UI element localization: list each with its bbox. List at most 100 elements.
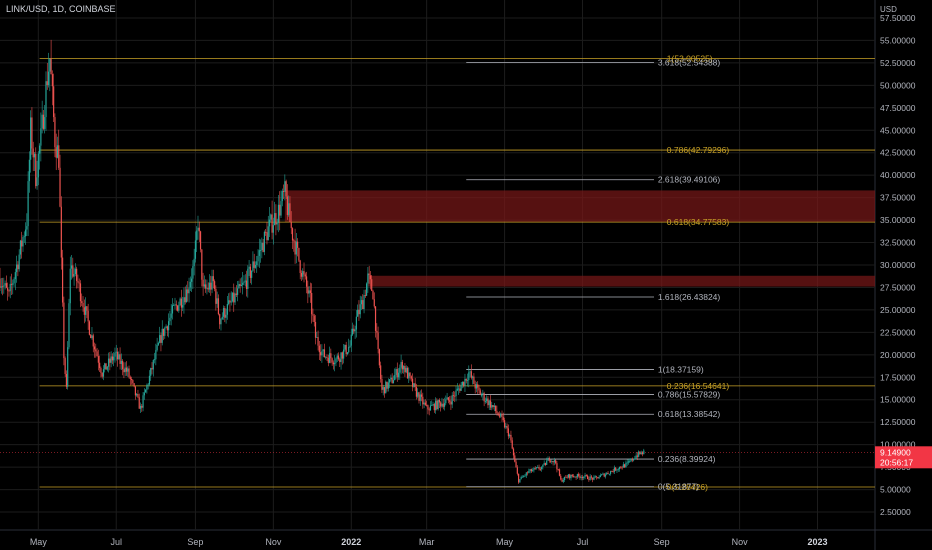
candle-2021-04-28 [33, 153, 36, 158]
price-axis[interactable]: 2.500005.000007.5000010.0000012.5000015.… [880, 13, 916, 517]
candle-2021-10-15 [251, 270, 253, 278]
fib-label: 0.618(13.38542) [658, 409, 721, 419]
symbol-label[interactable]: LINK/USD, 1D, COINBASE [6, 4, 116, 14]
candle-2021-06-17 [97, 356, 99, 363]
candle-2022-01-17 [371, 279, 373, 291]
candle-2022-08-13 [636, 455, 639, 457]
candle-2022-08-14 [638, 451, 640, 457]
candle-2021-05-14 [54, 117, 56, 148]
candle-2021-12-23 [339, 359, 341, 362]
candle-2022-08-07 [629, 461, 631, 462]
candle-2022-04-24 [495, 405, 497, 411]
candle-2022-02-27 [423, 402, 425, 405]
candle-2021-05-28 [72, 265, 74, 277]
fib-label: 1(53.00525) [667, 53, 713, 63]
candle-2021-06-02 [78, 282, 80, 284]
candle-2022-07-11 [594, 476, 596, 478]
candle-2021-09-19 [217, 298, 220, 315]
candle-2022-01-07 [358, 309, 360, 315]
fib-label: 0.236(16.54641) [667, 381, 730, 391]
candle-2021-11-09 [282, 190, 285, 192]
candle-2021-11-26 [304, 274, 306, 277]
candle-2022-04-15 [483, 393, 485, 402]
candle-2021-07-11 [128, 368, 130, 378]
last-price-box [875, 446, 932, 469]
time-axis[interactable]: May Jul Sep Nov 2022 Mar May Jul Sep Nov 2023 [30, 537, 828, 547]
candle-2021-05-25 [68, 303, 70, 348]
candle-2022-03-28 [460, 385, 462, 391]
candle-2022-01-22 [377, 332, 379, 350]
candle-2022-07-07 [589, 476, 591, 480]
candle-2021-10-26 [265, 231, 267, 233]
candle-2022-05-16 [523, 475, 525, 477]
candle-2022-02-21 [415, 387, 418, 397]
candle-2022-02-14 [406, 367, 409, 379]
x-tick-label: 2023 [808, 537, 828, 547]
y-tick-label: 20.00000 [880, 350, 916, 360]
candle-2021-04-16 [18, 254, 20, 270]
candle-2021-07-24 [145, 389, 147, 393]
candle-2022-02-15 [408, 372, 410, 379]
candle-2021-11-17 [293, 240, 295, 242]
y-tick-label: 25.00000 [880, 305, 916, 315]
y-tick-label: 55.00000 [880, 35, 916, 45]
candle-2022-04-17 [486, 398, 488, 402]
candle-2021-06-14 [93, 346, 96, 350]
candle-2021-12-02 [312, 314, 314, 316]
candle-2022-01-24 [380, 365, 382, 380]
candle-2021-05-18 [59, 167, 61, 207]
candle-2021-09-07 [202, 279, 204, 287]
candle-2022-03-27 [459, 388, 461, 391]
y-tick-label: 40.00000 [880, 170, 916, 180]
x-tick-label: 2022 [341, 537, 361, 547]
candle-2022-04-16 [484, 401, 487, 402]
candle-2021-12-06 [317, 337, 319, 346]
candle-2022-07-09 [592, 477, 594, 480]
candle-2021-12-29 [346, 352, 349, 354]
candle-2022-02-05 [395, 369, 397, 376]
candle-2022-04-09 [475, 384, 478, 389]
candle-2022-05-26 [535, 467, 538, 469]
candle-2022-05-14 [520, 476, 522, 480]
candle-2021-11-14 [289, 203, 291, 223]
candle-2021-12-03 [313, 315, 315, 323]
candle-2022-06-04 [547, 457, 549, 461]
candle-2022-04-06 [472, 376, 474, 378]
candle-2022-05-06 [510, 434, 512, 441]
candle-2022-01-26 [382, 387, 384, 390]
candle-2021-04-17 [19, 240, 22, 255]
candle-2021-07-02 [116, 351, 119, 360]
candle-2021-12-09 [321, 351, 323, 356]
candle-2022-07-17 [602, 473, 604, 475]
candle-2022-02-08 [399, 367, 401, 373]
candle-2022-06-10 [555, 460, 557, 464]
candle-2022-06-11 [556, 463, 558, 470]
candle-2021-05-09 [47, 71, 50, 85]
candle-2022-02-20 [414, 383, 416, 388]
candle-2021-05-26 [69, 268, 71, 304]
candle-2021-09-16 [213, 281, 216, 289]
fib-label: 0(5.28426) [667, 482, 708, 492]
candle-2022-02-28 [424, 402, 426, 405]
candle-2021-05-07 [45, 81, 47, 118]
candle-2022-04-11 [478, 387, 480, 391]
candle-2021-09-05 [199, 231, 202, 250]
candle-2022-04-13 [480, 394, 483, 396]
candle-2021-10-16 [252, 261, 254, 271]
candle-2022-01-16 [369, 275, 372, 280]
candle-2021-05-19 [60, 206, 62, 258]
candle-2021-08-10 [166, 326, 168, 331]
candle-2021-08-05 [160, 335, 162, 343]
candle-2021-06-19 [100, 368, 102, 373]
candle-2022-07-26 [613, 467, 616, 472]
candle-2021-07-05 [120, 360, 122, 364]
candle-2021-12-15 [328, 353, 331, 363]
candle-2021-04-27 [32, 148, 34, 158]
candle-2021-08-01 [155, 350, 157, 360]
candle-2022-08-12 [635, 455, 637, 459]
candle-2021-08-29 [191, 278, 193, 282]
candle-2022-06-13 [558, 469, 561, 476]
candle-2021-11-08 [281, 190, 283, 202]
candle-2022-06-09 [553, 460, 555, 463]
